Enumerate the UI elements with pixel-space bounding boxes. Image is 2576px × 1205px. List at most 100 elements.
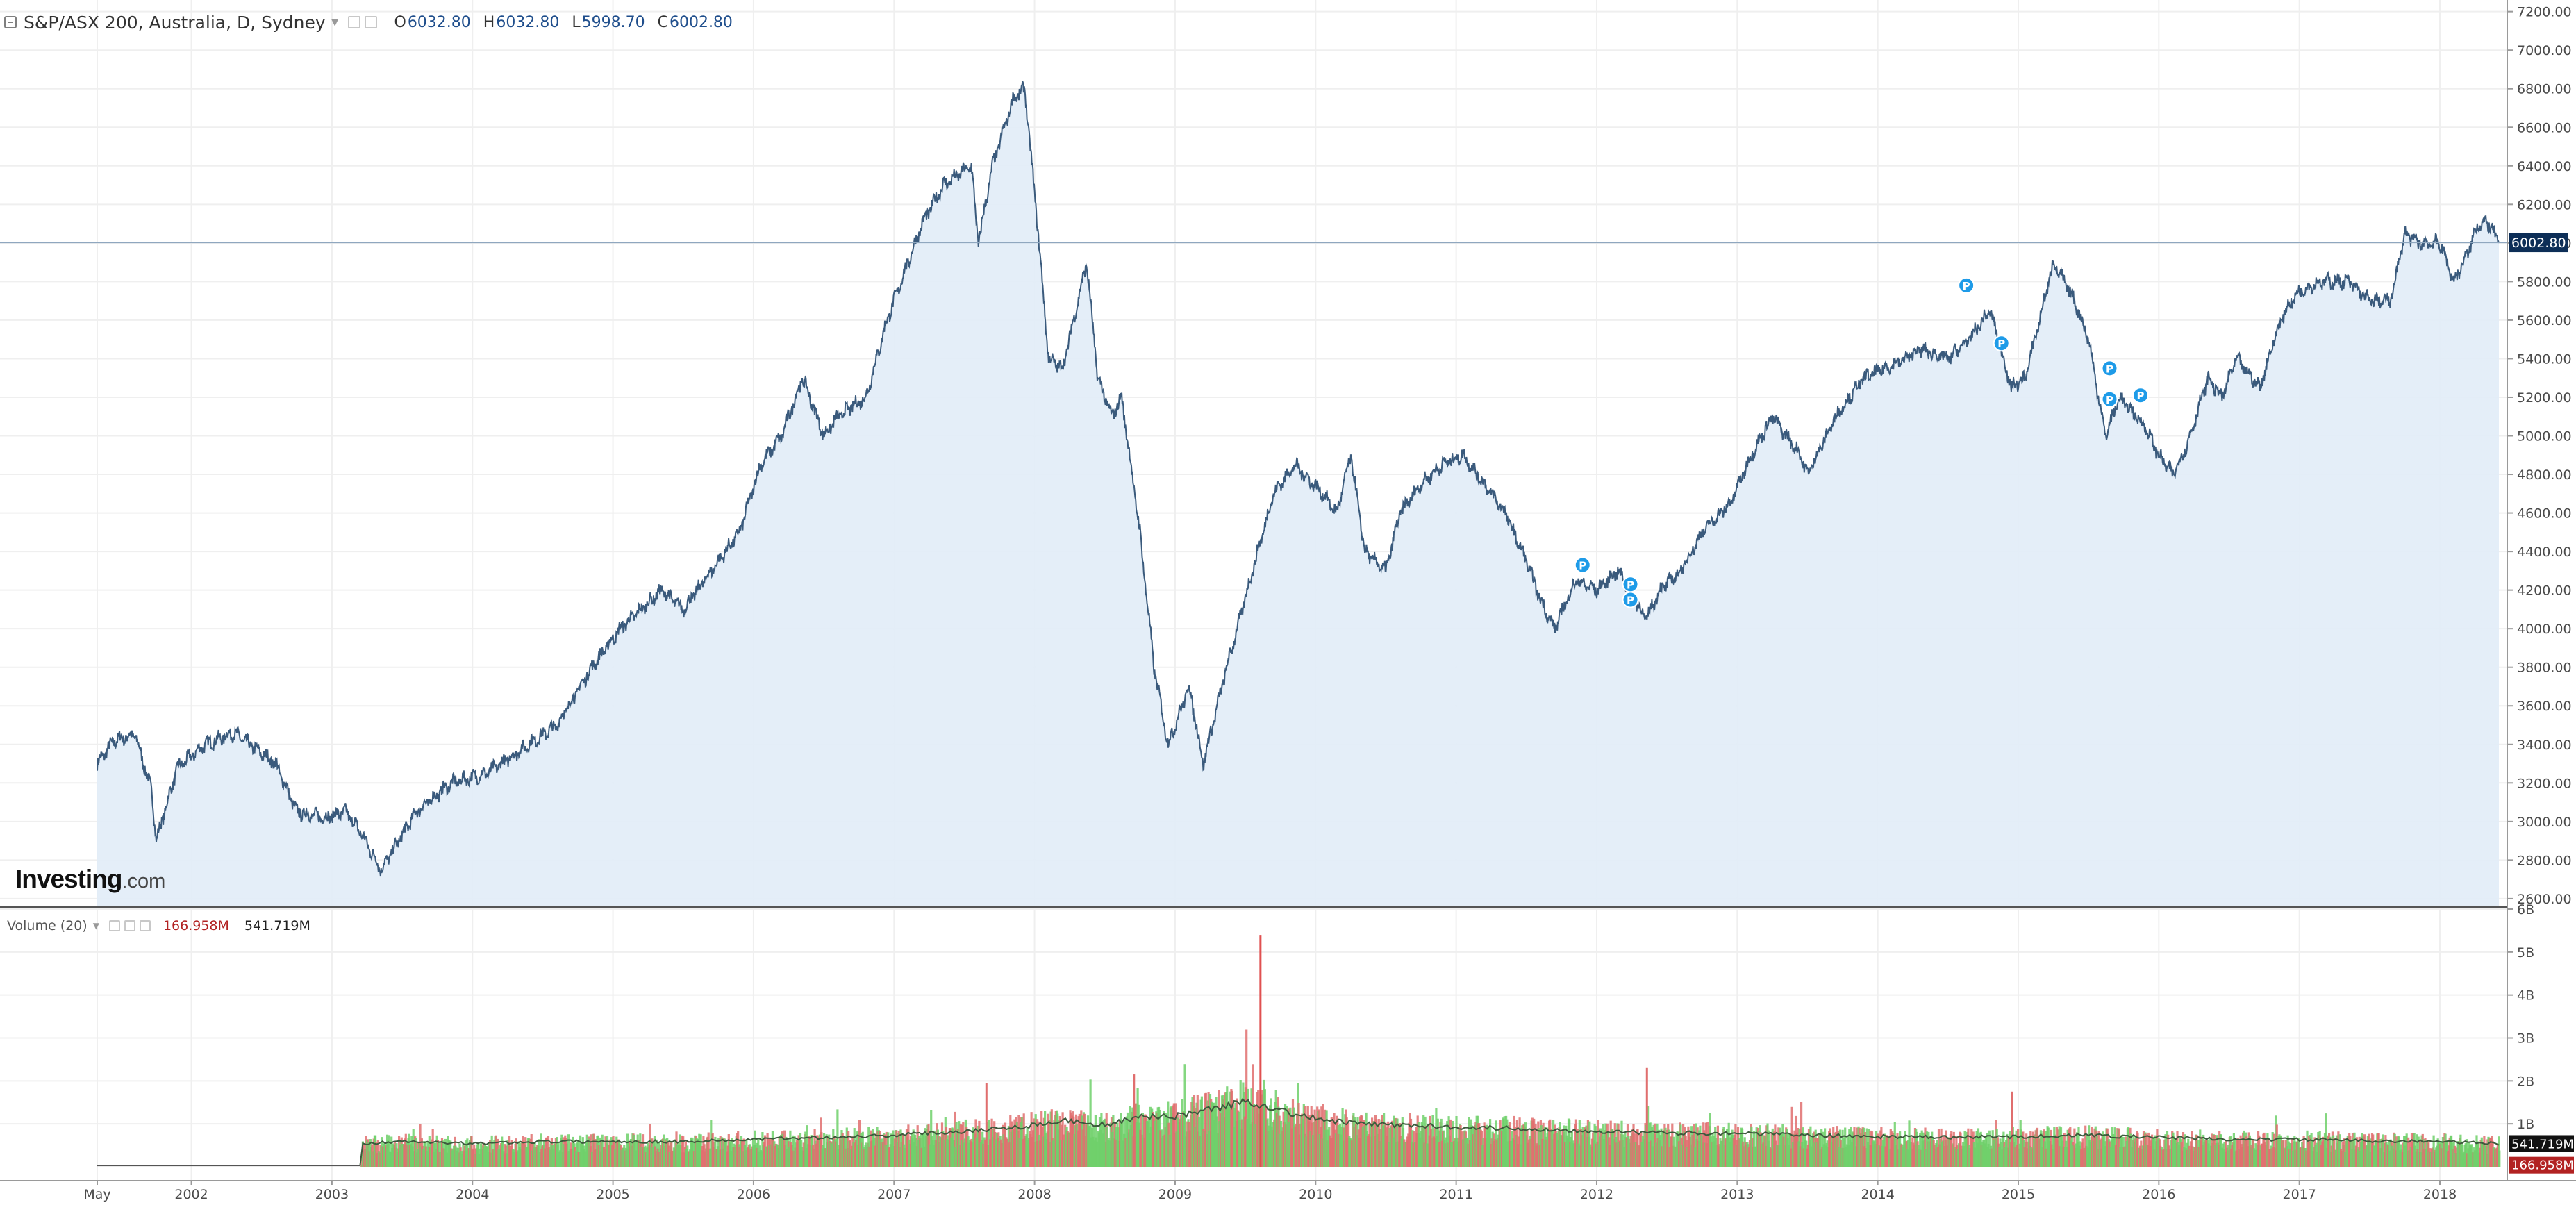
volume-bar bbox=[1518, 1117, 1521, 1167]
volume-y-tick-label: 1B bbox=[2517, 1117, 2534, 1132]
x-tick-label: May bbox=[83, 1187, 110, 1202]
collapse-icon[interactable] bbox=[4, 16, 17, 28]
y-tick-label: 2800.00 bbox=[2517, 853, 2572, 868]
volume-bar bbox=[1790, 1106, 1793, 1167]
volume-bar bbox=[431, 1129, 434, 1167]
y-tick-label: 4000.00 bbox=[2517, 622, 2572, 637]
x-tick-label: 2003 bbox=[315, 1187, 349, 1202]
event-marker-glyph: P bbox=[2106, 394, 2113, 406]
volume-y-tick-label: 2B bbox=[2517, 1074, 2534, 1089]
volume-bar bbox=[2017, 1129, 2020, 1167]
x-tick-label: 2015 bbox=[2002, 1187, 2035, 1202]
ohlc-low: L5998.70 bbox=[572, 13, 645, 31]
volume-bar bbox=[412, 1129, 415, 1167]
volume-bar bbox=[1196, 1095, 1199, 1167]
volume-bar bbox=[1578, 1120, 1581, 1167]
volume-bar bbox=[415, 1138, 417, 1167]
x-tick-label: 2009 bbox=[1158, 1187, 1192, 1202]
chart-title[interactable]: S&P/ASX 200, Australia, D, Sydney bbox=[24, 12, 326, 33]
volume-ma-line bbox=[359, 1097, 2500, 1166]
volume-y-tick-label: 3B bbox=[2517, 1031, 2534, 1047]
volume-bar bbox=[1588, 1121, 1591, 1167]
hide-icon[interactable] bbox=[365, 16, 378, 28]
volume-bar bbox=[1988, 1130, 1991, 1167]
volume-bar bbox=[1716, 1125, 1719, 1167]
event-marker-icon bbox=[1958, 276, 1975, 294]
volume-value-2-label: 541.719M bbox=[2511, 1137, 2574, 1152]
event-marker-icon bbox=[1993, 335, 2010, 352]
event-marker-icon bbox=[1622, 591, 1639, 608]
last-price-tag bbox=[2509, 233, 2568, 253]
event-marker-glyph: P bbox=[1627, 579, 1634, 591]
x-tick-label: 2011 bbox=[1439, 1187, 1472, 1202]
x-tick-label: 2002 bbox=[174, 1187, 208, 1202]
y-tick-label: 7000.00 bbox=[2517, 43, 2572, 58]
y-tick-label: 5000.00 bbox=[2517, 429, 2572, 444]
event-marker-icon bbox=[2132, 387, 2150, 404]
volume-bar bbox=[1489, 1119, 1492, 1167]
volume-value-2-tag bbox=[2509, 1135, 2574, 1152]
y-tick-label: 7200.00 bbox=[2517, 5, 2572, 20]
volume-bar bbox=[2465, 1139, 2468, 1167]
y-tick-label: 6800.00 bbox=[2517, 82, 2572, 97]
volume-bar bbox=[1034, 1114, 1037, 1167]
volume-bar bbox=[2382, 1134, 2384, 1167]
y-tick-label: 4600.00 bbox=[2517, 506, 2572, 522]
chart-legend: S&P/ASX 200, Australia, D, Sydney ▼ O603… bbox=[0, 8, 733, 36]
volume-spike-bar bbox=[985, 1083, 988, 1167]
volume-y-tick-label: 6B bbox=[2517, 902, 2534, 917]
volume-label[interactable]: Volume (20) bbox=[7, 918, 88, 933]
x-tick-label: 2013 bbox=[1720, 1187, 1754, 1202]
x-tick-label: 2016 bbox=[2142, 1187, 2175, 1202]
event-marker-glyph: P bbox=[2137, 390, 2145, 402]
volume-value-1: 166.958M bbox=[163, 918, 229, 933]
volume-bar bbox=[1304, 1106, 1307, 1167]
volume-bar bbox=[1893, 1122, 1896, 1167]
x-tick-label: 2014 bbox=[1861, 1187, 1894, 1202]
volume-bar bbox=[1750, 1126, 1753, 1167]
y-tick-label: 5800.00 bbox=[2517, 274, 2572, 290]
volume-bar bbox=[1207, 1092, 1210, 1167]
x-tick-label: 2012 bbox=[1580, 1187, 1613, 1202]
settings-icon[interactable] bbox=[348, 16, 361, 28]
volume-bar bbox=[1924, 1127, 1927, 1167]
y-tick-label: 4800.00 bbox=[2517, 467, 2572, 483]
y-tick-label: 2600.00 bbox=[2517, 892, 2572, 907]
event-marker-icon bbox=[1574, 556, 1591, 574]
ohlc-open: O6032.80 bbox=[394, 13, 471, 31]
volume-bar bbox=[590, 1134, 592, 1167]
price-area-fill bbox=[97, 81, 2499, 907]
volume-bar bbox=[1320, 1106, 1323, 1167]
close-icon[interactable] bbox=[139, 920, 151, 931]
x-tick-label: 2018 bbox=[2423, 1187, 2457, 1202]
volume-bar bbox=[560, 1134, 563, 1167]
y-tick-label: 6200.00 bbox=[2517, 197, 2572, 213]
event-marker-glyph: P bbox=[1963, 280, 1970, 292]
chevron-down-icon[interactable]: ▼ bbox=[92, 921, 99, 931]
x-axis-panel bbox=[0, 1181, 2576, 1205]
y-tick-label: 5400.00 bbox=[2517, 351, 2572, 367]
event-marker-glyph: P bbox=[1997, 338, 2005, 350]
volume-bar bbox=[1597, 1120, 1599, 1167]
volume-bar bbox=[1239, 1080, 1242, 1167]
settings-icon[interactable] bbox=[108, 920, 120, 931]
event-marker-glyph: P bbox=[2106, 363, 2113, 375]
volume-bar bbox=[845, 1127, 848, 1167]
volume-y-tick-label: 4B bbox=[2517, 988, 2534, 1004]
ohlc-close: C6002.80 bbox=[657, 13, 733, 31]
volume-bar bbox=[567, 1134, 570, 1167]
y-tick-label: 6600.00 bbox=[2517, 120, 2572, 135]
y-tick-label: 4200.00 bbox=[2517, 583, 2572, 599]
y-tick-label: 6400.00 bbox=[2517, 159, 2572, 174]
chevron-down-icon[interactable]: ▼ bbox=[331, 17, 339, 28]
volume-bar bbox=[1325, 1110, 1328, 1167]
volume-bar bbox=[2498, 1150, 2501, 1167]
hide-icon[interactable] bbox=[124, 920, 135, 931]
volume-legend: Volume (20) ▼ 166.958M 541.719M bbox=[0, 915, 310, 936]
event-marker-glyph: P bbox=[1627, 595, 1634, 607]
volume-bar bbox=[2073, 1128, 2076, 1167]
y-tick-label: 3400.00 bbox=[2517, 738, 2572, 753]
volume-bar bbox=[954, 1111, 956, 1167]
y-tick-label: 5200.00 bbox=[2517, 390, 2572, 406]
